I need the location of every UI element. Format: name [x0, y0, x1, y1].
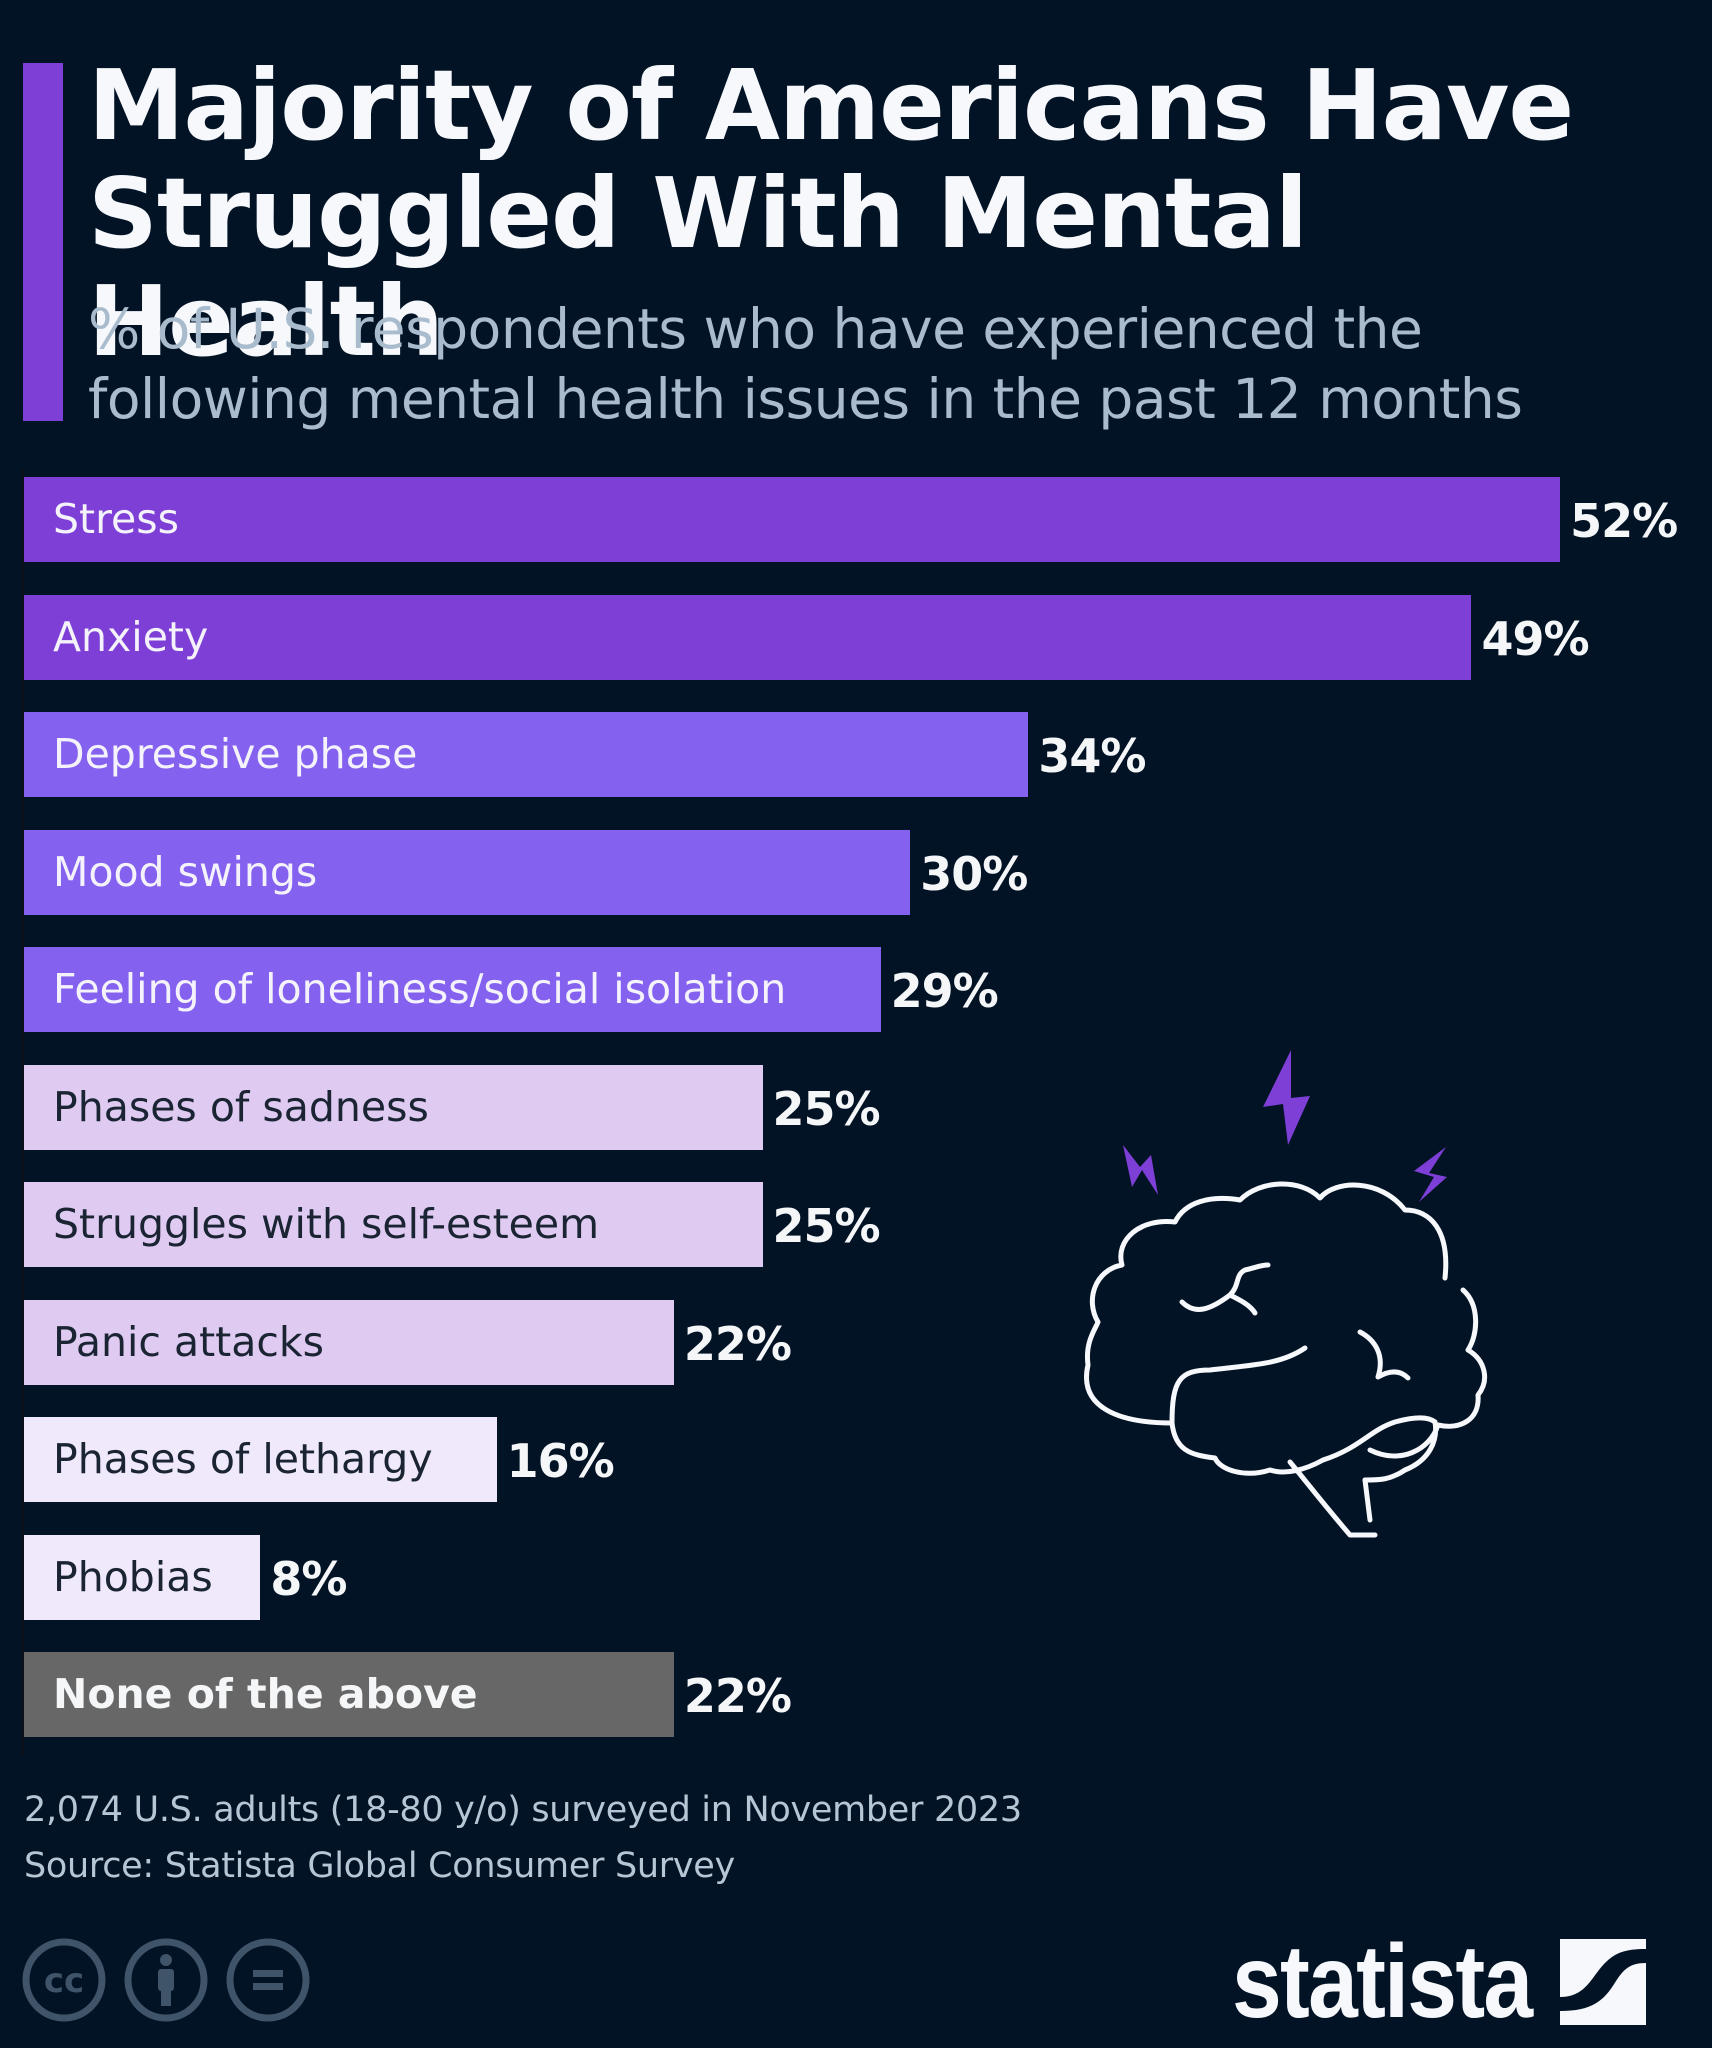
bar-value: 25% — [772, 1199, 881, 1253]
bar: Stress — [24, 477, 1561, 562]
bar-value: 25% — [772, 1081, 881, 1136]
bar-label: Phases of sadness — [53, 1082, 429, 1131]
bar-value: 30% — [920, 846, 1028, 901]
bar: Depressive phase — [24, 712, 1029, 797]
bar-label: Struggles with self-esteem — [53, 1200, 600, 1248]
y-axis-line — [22, 470, 24, 1755]
svg-text:cc: cc — [44, 1961, 84, 2001]
source-note: Source: Statista Global Consumer Survey — [24, 1846, 735, 1886]
cc-icon[interactable]: cc — [22, 1938, 106, 2022]
bar: Mood swings — [24, 829, 911, 915]
bar: Panic attacks — [24, 1299, 674, 1385]
bar-value: 49% — [1481, 611, 1589, 666]
bar-value: 8% — [270, 1551, 347, 1606]
bar: Phases of lethargy — [24, 1417, 497, 1502]
title-accent-bar — [23, 63, 63, 421]
attribution-icon[interactable] — [124, 1938, 208, 2022]
bar: Anxiety — [24, 594, 1472, 680]
survey-note: 2,074 U.S. adults (18-80 y/o) surveyed i… — [24, 1790, 1022, 1830]
bar-label: Mood swings — [53, 847, 318, 896]
bar: Phases of sadness — [24, 1064, 763, 1150]
statista-wordmark: statista — [1232, 1924, 1533, 2040]
bar-value: 52% — [1570, 494, 1678, 548]
statista-logo[interactable]: statista — [1232, 1924, 1647, 2040]
chart-subtitle: % of U.S. respondents who have experienc… — [88, 297, 1523, 431]
bar-value: 22% — [683, 1669, 792, 1723]
bar-label: Phobias — [53, 1552, 213, 1601]
bar-label: Depressive phase — [53, 730, 418, 778]
bar-label: Panic attacks — [53, 1317, 325, 1366]
bar-label: Phases of lethargy — [53, 1435, 433, 1483]
bar: None of the above — [24, 1652, 674, 1737]
brain-with-lightning-icon — [1084, 1050, 1488, 1538]
no-derivatives-icon[interactable] — [226, 1938, 310, 2022]
lightning-bolt-icon — [1123, 1050, 1447, 1202]
bar-label: Stress — [53, 495, 180, 543]
bar: Phobias — [24, 1534, 261, 1620]
bar-label: Feeling of loneliness/social isolation — [53, 965, 787, 1013]
statista-logo-icon — [1560, 1939, 1647, 2025]
bar: Struggles with self-esteem — [24, 1182, 763, 1267]
bar-value: 22% — [683, 1316, 792, 1371]
bar-value: 16% — [506, 1434, 615, 1488]
bar-value: 29% — [890, 964, 999, 1018]
footer-notes: 2,074 U.S. adults (18-80 y/o) surveyed i… — [24, 1782, 1022, 1894]
chart-title: Majority of Americans Have Struggled Wit… — [88, 49, 1574, 378]
license-icons: cc — [22, 1938, 310, 2022]
bar-label: None of the above — [53, 1670, 478, 1718]
bar-value: 34% — [1038, 729, 1146, 783]
bar: Feeling of loneliness/social isolation — [24, 947, 881, 1032]
bar-label: Anxiety — [53, 612, 209, 661]
